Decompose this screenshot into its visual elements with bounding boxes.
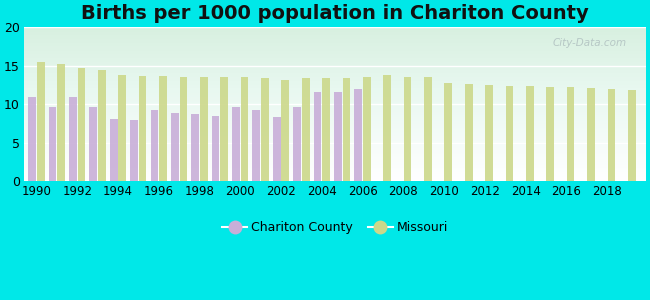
Bar [49,106,57,181]
Bar [159,76,167,181]
Bar [322,78,330,181]
Bar [302,78,309,181]
Bar [506,86,514,181]
Bar [424,77,432,181]
Bar [138,76,146,181]
Bar [220,77,228,181]
Bar [232,107,240,181]
Bar [179,77,187,181]
Bar [313,92,321,181]
Bar [445,83,452,181]
Bar [77,68,85,181]
Title: Births per 1000 population in Chariton County: Births per 1000 population in Chariton C… [81,4,589,23]
Bar [118,75,126,181]
Bar [151,110,159,181]
Bar [273,117,281,181]
Bar [240,76,248,181]
Bar [567,87,575,181]
Bar [363,77,370,181]
Bar [98,70,106,181]
Bar [608,89,616,181]
Bar [486,85,493,181]
Bar [130,120,138,181]
Bar [212,116,220,181]
Bar [547,87,554,181]
Bar [69,97,77,181]
Bar [261,78,269,181]
Bar [110,119,118,181]
Bar [293,106,301,181]
Text: City-Data.com: City-Data.com [553,38,627,48]
Bar [526,86,534,181]
Bar [628,90,636,181]
Bar [587,88,595,181]
Bar [343,78,350,181]
Bar [171,113,179,181]
Bar [465,84,473,181]
Bar [281,80,289,181]
Bar [334,92,342,181]
Bar [37,62,45,181]
Bar [90,106,97,181]
Bar [404,76,411,181]
Bar [354,89,362,181]
Bar [191,114,199,181]
Bar [29,97,36,181]
Bar [384,75,391,181]
Bar [57,64,65,181]
Bar [252,110,260,181]
Legend: Chariton County, Missouri: Chariton County, Missouri [217,216,453,239]
Bar [200,77,207,181]
